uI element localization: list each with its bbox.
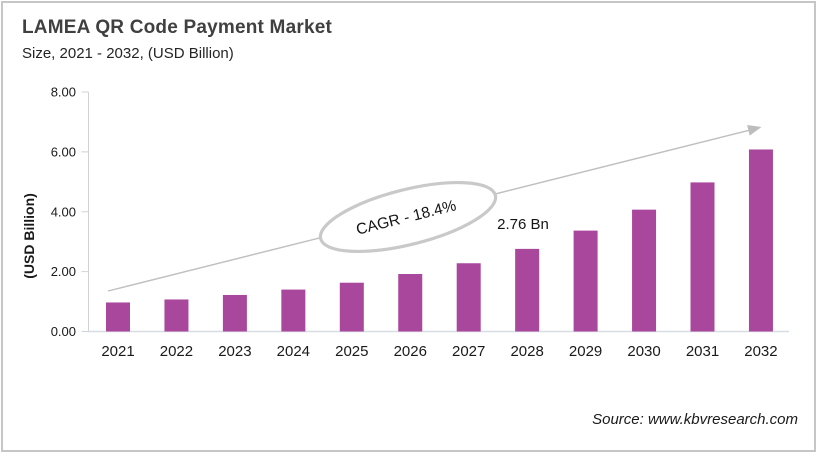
chart-title: LAMEA QR Code Payment Market	[22, 17, 333, 38]
x-axis-label-2030: 2030	[627, 343, 660, 360]
source-attribution: Source: www.kbvresearch.com	[592, 411, 798, 428]
bar-2027	[456, 263, 481, 332]
bar-2031	[690, 182, 715, 332]
chart-subtitle: Size, 2021 - 2032, (USD Billion)	[22, 45, 234, 62]
y-axis-tick-label: 0.00	[51, 324, 76, 339]
x-axis-label-2032: 2032	[744, 343, 777, 360]
y-axis-tick-label: 4.00	[51, 204, 76, 219]
x-axis-label-2029: 2029	[569, 343, 602, 360]
x-axis-label-2031: 2031	[686, 343, 719, 360]
x-axis: 2021 2022 2023 2024 2025 2026 2027 2028 2029 2030…	[101, 343, 777, 360]
bar-2023	[222, 294, 247, 332]
y-axis-title: (USD Billion)	[21, 193, 37, 279]
x-axis-label-2021: 2021	[101, 343, 134, 360]
bar-series	[106, 149, 773, 332]
y-axis-tick-label: 2.00	[51, 264, 76, 279]
x-axis-label-2023: 2023	[218, 343, 251, 360]
cagr-ellipse	[318, 180, 498, 254]
bar-2026	[398, 274, 423, 332]
x-axis-label-2027: 2027	[452, 343, 485, 360]
bar-2025	[339, 282, 364, 332]
bar-2021	[106, 302, 130, 332]
bar-2029	[573, 230, 598, 332]
data-value-label: 2.76 Bn	[497, 216, 549, 233]
trend-arrow-head-icon	[747, 125, 762, 136]
bar-2032	[748, 149, 773, 332]
cagr-callout: CAGR - 18.4%	[318, 180, 498, 254]
bar-2030	[632, 209, 657, 332]
x-axis-label-2025: 2025	[335, 343, 368, 360]
y-axis: 0.00 2.00 4.00 6.00 8.00	[51, 85, 89, 339]
x-axis-label-2026: 2026	[394, 343, 427, 360]
x-axis-label-2022: 2022	[160, 343, 193, 360]
y-axis-tick-label: 6.00	[51, 144, 76, 159]
y-axis-tick-label: 8.00	[51, 85, 76, 100]
x-axis-label-2024: 2024	[277, 343, 310, 360]
x-axis-label-2028: 2028	[510, 343, 543, 360]
bar-2024	[281, 289, 306, 332]
bar-2022	[164, 299, 189, 332]
bar-2028	[515, 248, 540, 332]
